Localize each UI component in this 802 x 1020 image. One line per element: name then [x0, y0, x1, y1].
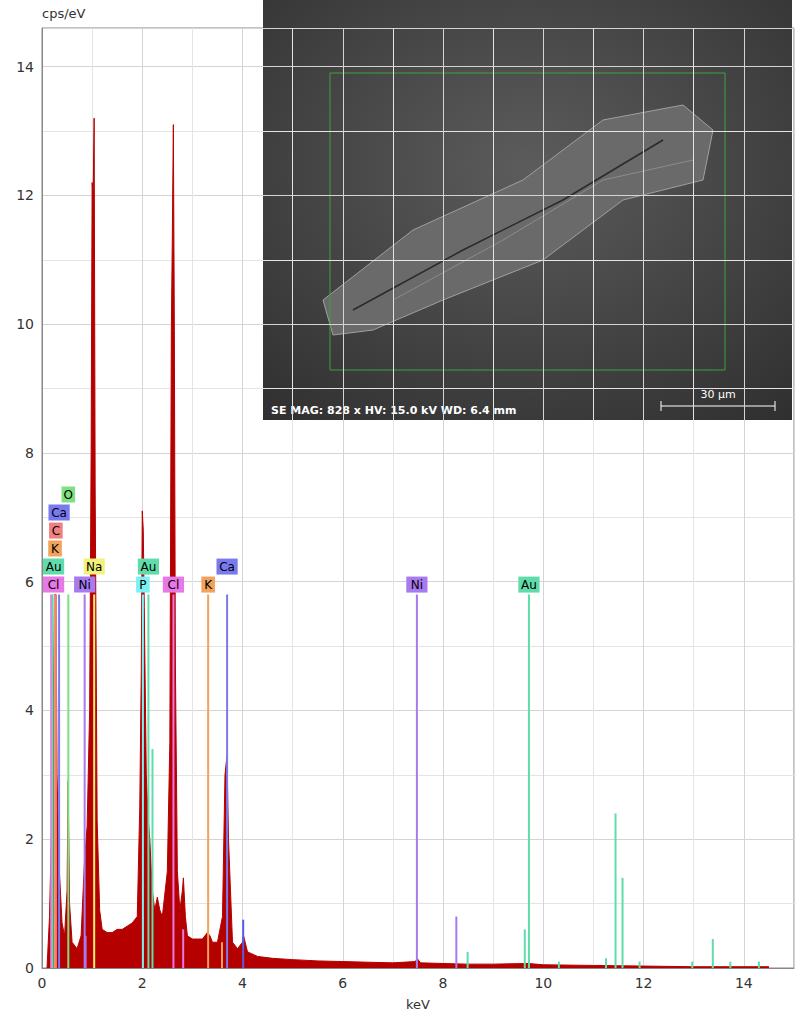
svg-text:14: 14 — [735, 975, 753, 991]
svg-text:0: 0 — [25, 960, 34, 976]
svg-text:2: 2 — [25, 831, 34, 847]
svg-text:0: 0 — [38, 975, 47, 991]
svg-text:8: 8 — [25, 445, 34, 461]
svg-text:C: C — [52, 524, 60, 538]
svg-text:SE MAG: 828 x HV: 15.0 kV WD:: SE MAG: 828 x HV: 15.0 kV WD: 6.4 mm — [271, 403, 517, 417]
svg-text:Cl: Cl — [168, 578, 180, 592]
svg-text:cps/eV: cps/eV — [42, 6, 86, 21]
svg-text:10: 10 — [534, 975, 552, 991]
svg-text:30 µm: 30 µm — [700, 388, 735, 401]
svg-text:12: 12 — [635, 975, 653, 991]
svg-text:Ca: Ca — [219, 560, 235, 574]
svg-text:Au: Au — [46, 560, 62, 574]
svg-text:4: 4 — [238, 975, 247, 991]
svg-text:Cl: Cl — [48, 578, 60, 592]
svg-text:6: 6 — [338, 975, 347, 991]
svg-text:Ca: Ca — [51, 506, 67, 520]
svg-text:O: O — [64, 488, 73, 502]
svg-text:12: 12 — [16, 187, 34, 203]
svg-text:Na: Na — [86, 560, 102, 574]
svg-text:14: 14 — [16, 59, 34, 75]
svg-text:Ni: Ni — [411, 578, 423, 592]
svg-text:keV: keV — [406, 997, 430, 1012]
svg-text:4: 4 — [25, 702, 34, 718]
svg-text:2: 2 — [138, 975, 147, 991]
svg-text:Ni: Ni — [79, 578, 91, 592]
svg-text:10: 10 — [16, 316, 34, 332]
svg-text:K: K — [204, 578, 213, 592]
svg-text:Au: Au — [521, 578, 537, 592]
svg-text:6: 6 — [25, 574, 34, 590]
svg-text:K: K — [51, 542, 60, 556]
svg-text:Au: Au — [141, 560, 157, 574]
svg-text:P: P — [139, 578, 146, 592]
svg-text:8: 8 — [439, 975, 448, 991]
